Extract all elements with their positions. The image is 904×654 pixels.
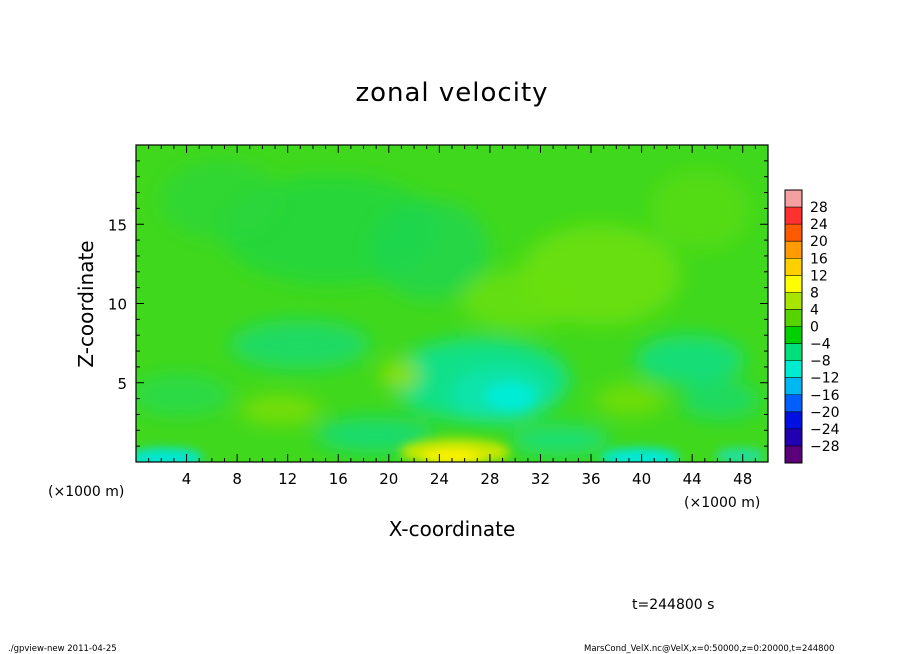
- colorbar-label: −16: [810, 388, 840, 404]
- colorbar-swatch: [785, 275, 802, 293]
- x-axis-label: X-coordinate: [389, 517, 516, 541]
- x-tick-label: 44: [683, 470, 702, 488]
- y-tick-label: 5: [117, 375, 127, 393]
- colorbar-swatch: [785, 224, 802, 242]
- colorbar-swatch: [785, 190, 802, 208]
- colorbar-label: 20: [810, 234, 828, 250]
- colorbar-label: 4: [810, 302, 819, 318]
- chart-title: zonal velocity: [355, 78, 548, 108]
- colorbar-label: 8: [810, 285, 819, 301]
- colorbar-label: −28: [810, 439, 840, 455]
- colorbar-swatch: [785, 377, 802, 396]
- x-tick-label: 40: [632, 470, 651, 488]
- x-tick-label: 28: [480, 470, 499, 488]
- x-tick-label: 20: [379, 470, 398, 488]
- x-tick-label: 8: [232, 470, 242, 488]
- y-axis-label: Z-coordinate: [74, 240, 98, 367]
- colorbar-swatch: [785, 326, 802, 345]
- colorbar-label: 16: [810, 251, 828, 267]
- colorbar-label: 0: [810, 320, 819, 336]
- x-tick-label: 12: [278, 470, 297, 488]
- x-tick-label: 32: [531, 470, 550, 488]
- colorbar-label: −24: [810, 422, 840, 438]
- colorbar-label: −20: [810, 405, 840, 421]
- footer-left: ./gpview-new 2011-04-25: [8, 644, 117, 654]
- colorbar-swatch: [785, 343, 802, 362]
- x-tick-label: 16: [329, 470, 348, 488]
- colorbar-label: 24: [810, 217, 828, 233]
- colorbar-label: 12: [810, 268, 828, 284]
- colorbar-label: −12: [810, 371, 840, 387]
- colorbar-swatch: [785, 241, 802, 259]
- colorbar-swatch: [785, 428, 802, 447]
- heatmap-field: [136, 145, 768, 462]
- colorbar-swatch: [785, 292, 802, 310]
- time-annotation: t=244800 s: [632, 597, 714, 613]
- x-tick-label: 36: [581, 470, 600, 488]
- x-tick-label: 4: [182, 470, 192, 488]
- x-tick-label: 24: [430, 470, 449, 488]
- colorbar-swatch: [785, 309, 802, 327]
- x-unit-right: (×1000 m): [684, 495, 760, 511]
- colorbar-swatch: [785, 445, 802, 464]
- colorbar-swatch: [785, 411, 802, 430]
- colorbar-swatch: [785, 258, 802, 276]
- colorbar-label: 28: [810, 200, 828, 216]
- y-tick-label: 15: [108, 216, 127, 234]
- colorbar-label: −4: [810, 337, 831, 353]
- x-tick-label: 48: [733, 470, 752, 488]
- x-axis-ticks: 4 8 12 16 20 24 28 32 36 40 44 48: [148, 145, 756, 488]
- y-tick-label: 10: [108, 296, 127, 314]
- colorbar-swatch: [785, 207, 802, 225]
- x-unit-left: (×1000 m): [48, 484, 124, 500]
- footer-right: MarsCond_VelX.nc@VelX,x=0:50000,z=0:2000…: [584, 644, 834, 654]
- colorbar-label: −8: [810, 354, 831, 370]
- colorbar-swatch: [785, 394, 802, 413]
- y-axis-ticks: 5 10 15: [108, 160, 768, 447]
- colorbar-swatch: [785, 360, 802, 379]
